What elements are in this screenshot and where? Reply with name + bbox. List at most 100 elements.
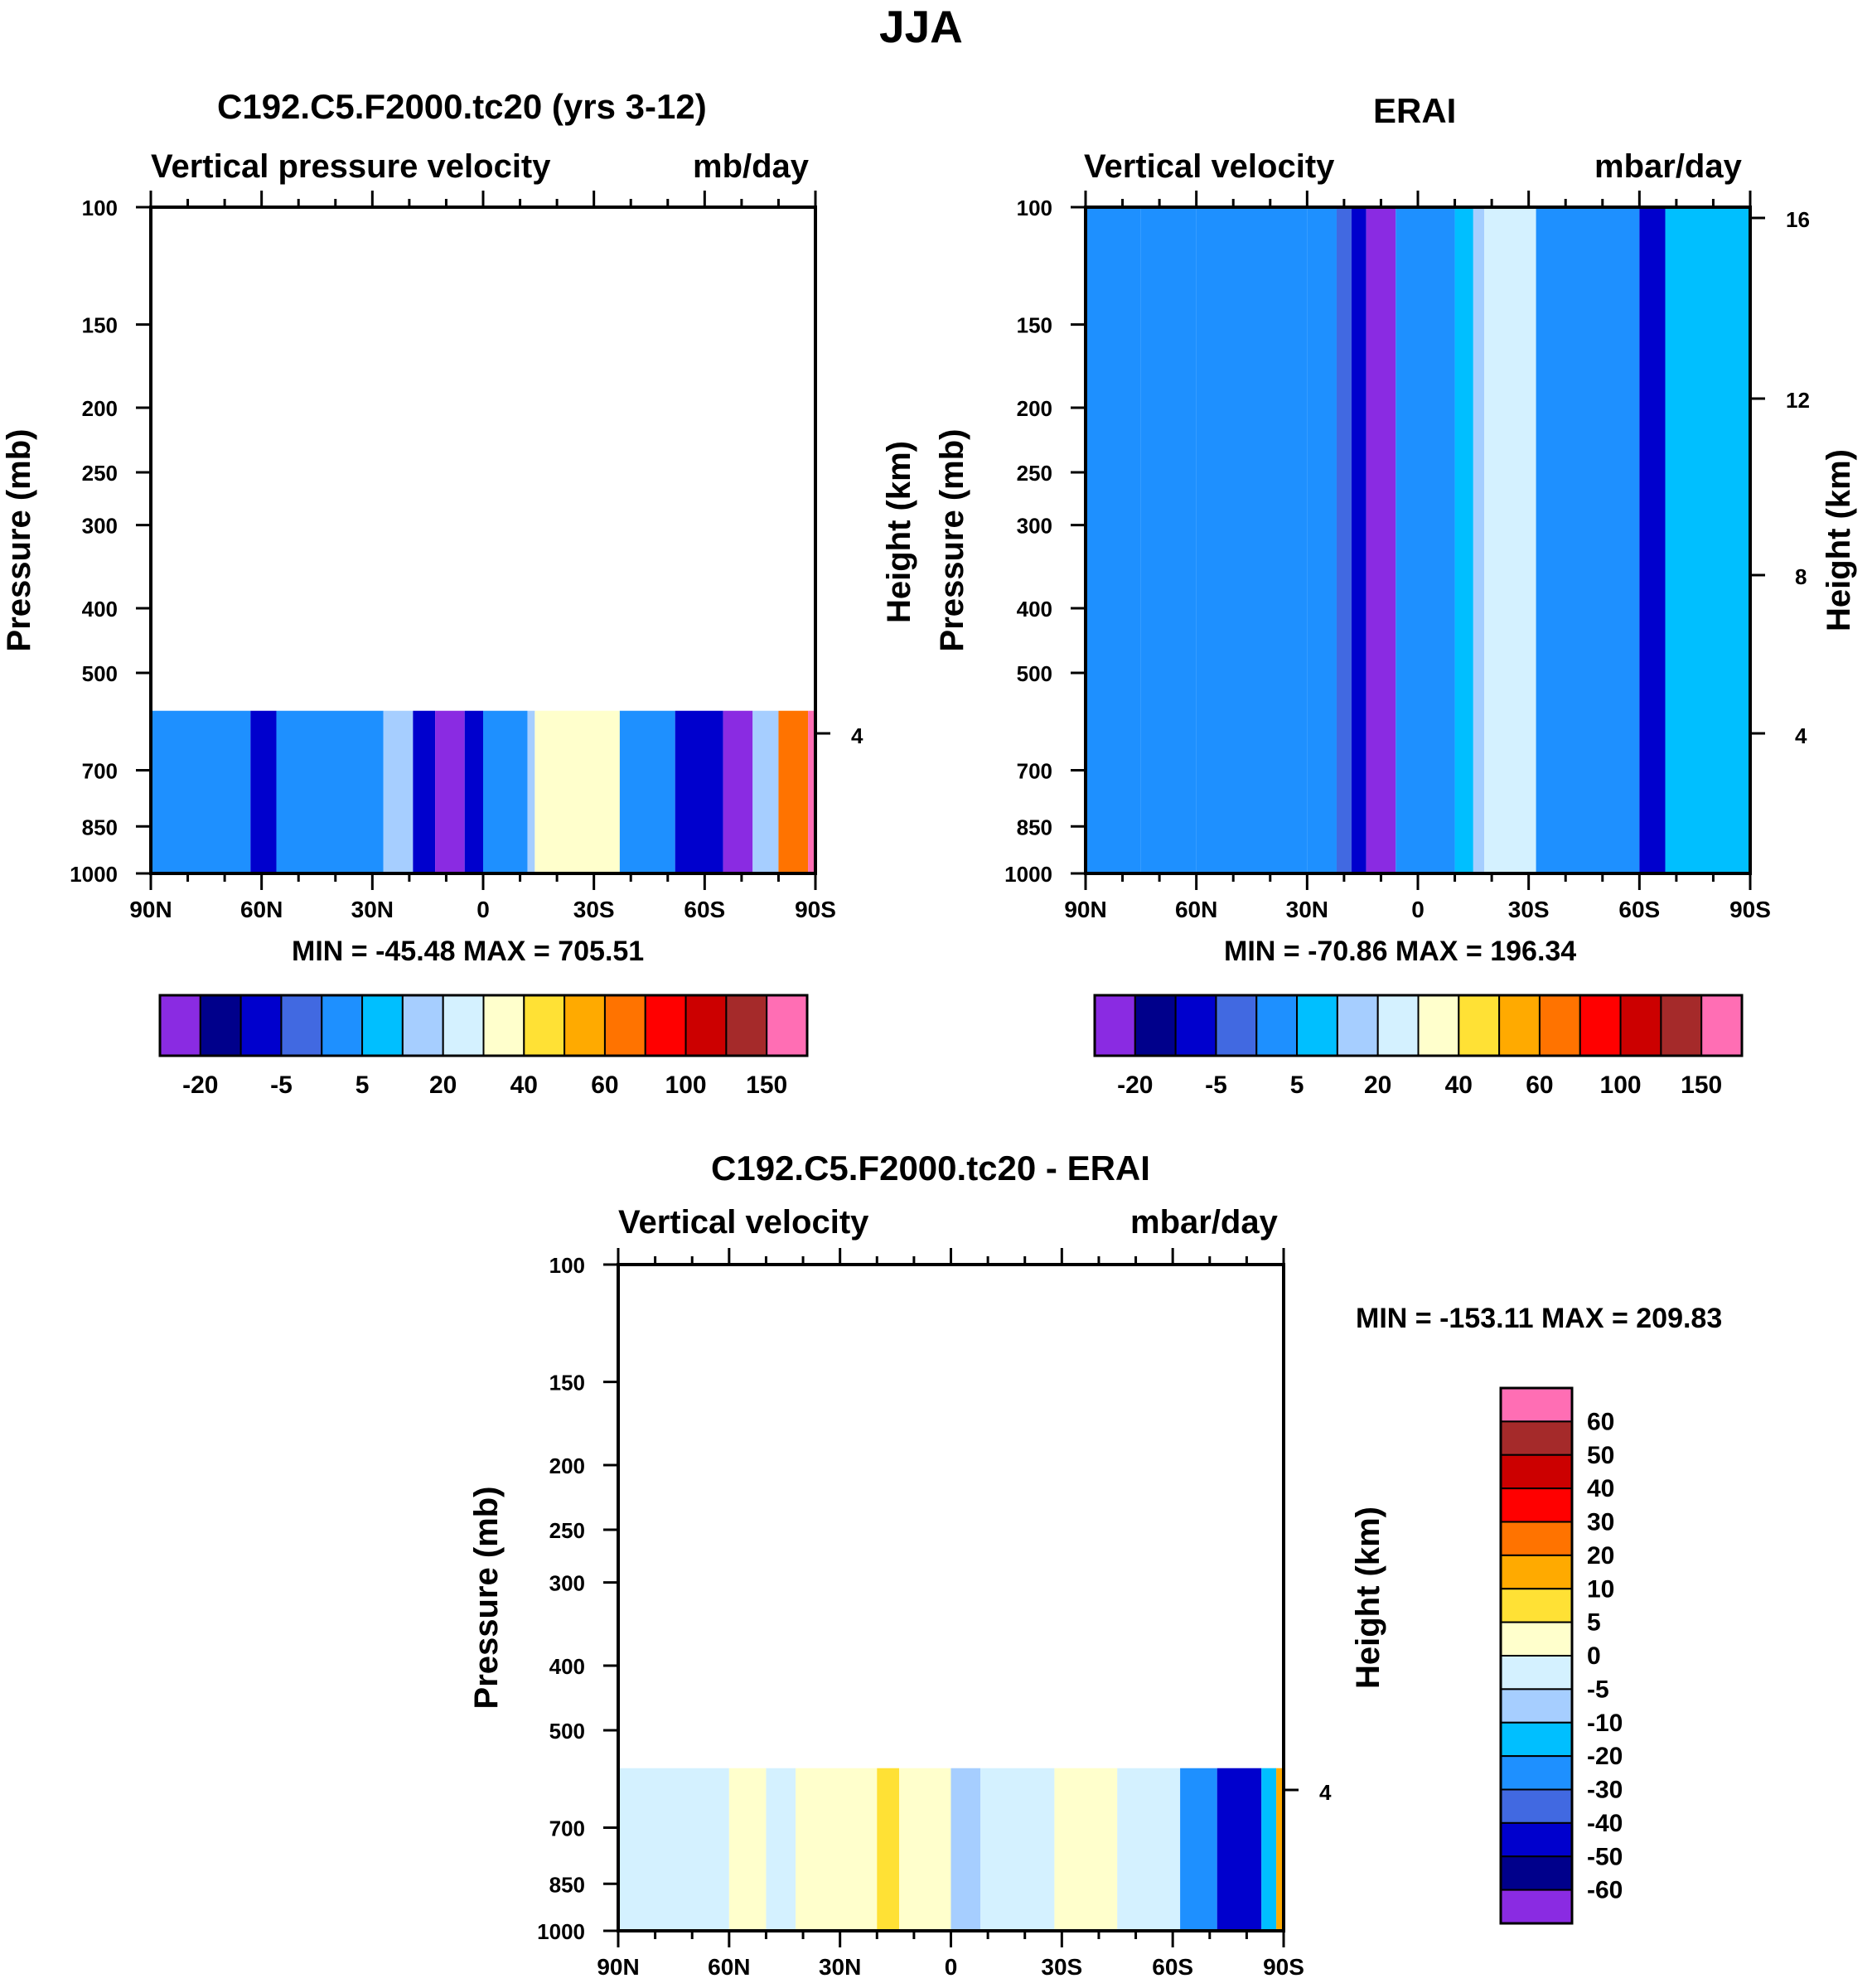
contour-fill-band [1396,207,1418,873]
contour-fill-band [151,710,251,873]
y-tick-label: 300 [1017,514,1052,539]
y-tick-label: 100 [82,196,118,220]
x-tick-label: 90N [129,897,172,922]
colorbar-label: 40 [1445,1071,1473,1099]
contour-fill-band [1418,207,1455,873]
colorbar-label: 100 [665,1071,707,1099]
x-tick-label: 0 [1411,897,1425,922]
colorbar-label: 5 [1290,1071,1304,1099]
colorbar-swatch [1376,994,1420,1057]
contour-fill-band [796,1768,878,1931]
colorbar-swatch [159,994,201,1057]
y-tick-label: 200 [1017,396,1052,421]
contour-fill-band [483,710,528,873]
colorbar-swatch [199,994,242,1057]
panel-model-title: C192.C5.F2000.tc20 (yrs 3-12) [217,87,707,126]
colorbar-swatch [401,994,444,1057]
y-tick-label: 150 [82,313,118,338]
colorbar-label: 50 [1587,1442,1614,1469]
y-tick-label: 400 [1017,597,1052,622]
panel-erai-height-axis: 16 12 8 4 [1750,207,1810,748]
y-tick-label: 700 [1017,758,1052,783]
panel-erai-ylabel: Pressure (mb) [934,429,970,652]
colorbar-frame [1499,1386,1574,1925]
colorbar-label: 150 [746,1071,787,1099]
contour-fill-band [413,710,436,873]
contour-fill-band [250,710,277,873]
colorbar-label: 5 [356,1071,370,1099]
colorbar-label: 30 [1587,1509,1614,1536]
y-tick-label: 700 [549,1816,585,1840]
panel-erai-height-tick-label: 4 [1795,723,1807,748]
colorbar-frame [1093,994,1744,1057]
colorbar-label: 100 [1600,1071,1642,1099]
contour-fill-band [464,710,483,873]
contour-fill-band [535,710,620,873]
contour-fill-band [1307,207,1337,873]
colorbar-label: 40 [1587,1475,1614,1502]
contour-fill-band [1351,207,1367,873]
colorbar-frame [158,994,809,1057]
y-tick-label: 1000 [1004,862,1052,887]
colorbar-swatch [442,994,485,1057]
y-tick-label: 500 [82,661,118,686]
colorbar-label: 60 [591,1071,618,1099]
colorbar-swatch [1134,994,1177,1057]
colorbar-swatch [1500,1855,1573,1891]
contour-fill-band [778,710,809,873]
contour-fill-band [1454,207,1473,873]
colorbar-label: -5 [1587,1676,1609,1703]
y-tick-label: 100 [1017,196,1052,220]
y-tick-label: 400 [549,1654,585,1679]
colorbar-swatch [725,994,768,1057]
contour-fill-band [1665,207,1750,873]
panel-erai-ylabel-height: Height (km) [881,441,917,623]
colorbar-label: -60 [1587,1877,1623,1904]
y-tick-label: 100 [549,1253,585,1278]
x-tick-label: 60S [1618,897,1660,922]
panel-erai-stats: MIN = -70.86 MAX = 196.34 [1224,936,1577,967]
x-tick-label: 60S [684,897,725,922]
colorbar-swatch [1660,994,1703,1057]
colorbar-swatch [523,994,566,1057]
x-tick-label: 60N [1175,897,1217,922]
y-tick-label: 300 [549,1571,585,1596]
colorbar-swatch [1094,994,1136,1057]
contour-fill-band [383,710,414,873]
y-tick-label: 300 [82,514,118,539]
panel-diff-ylabel: Pressure (mb) [468,1487,505,1710]
panel-model-stats: MIN = -45.48 MAX = 705.51 [292,936,645,967]
contour-fill-band [618,1768,729,1931]
colorbar-label: -40 [1587,1810,1623,1837]
panel-model-plot: 100 150 200 250 300 400 500 700 850 1000 90N 60N 30N… [70,191,836,922]
contour-fill-band [619,710,675,873]
contour-fill-band [808,710,815,873]
colorbar-swatch [1458,994,1501,1057]
contour-fill-band [1261,1768,1277,1931]
y-tick-label: 150 [1017,313,1052,338]
x-tick-label: 90N [597,1954,639,1980]
colorbar-swatch [1500,1889,1573,1924]
contour-fill-band [1217,1768,1262,1931]
contour-fill-band [1484,207,1536,873]
x-tick-label: 30S [1508,897,1550,922]
contour-fill-band [728,1768,767,1931]
colorbar-label: 20 [1587,1542,1614,1570]
colorbar-label: 10 [1587,1575,1614,1603]
panel-model-colorbar: -20 -5 5 20 40 60 100 150 [158,994,809,1099]
colorbar-swatch [1215,994,1258,1057]
colorbar-label: 0 [1587,1642,1601,1670]
panel-model-ylabel: Pressure (mb) [1,429,37,652]
y-tick-label: 150 [549,1371,585,1395]
colorbar-label: -10 [1587,1710,1623,1737]
colorbar-swatch [1619,994,1662,1057]
contour-fill-band [675,710,723,873]
colorbar-swatch [1296,994,1338,1057]
colorbar-swatch [1500,1420,1573,1456]
colorbar-label: 60 [1587,1408,1614,1435]
colorbar-swatch [603,994,646,1057]
x-tick-label: 0 [945,1954,958,1980]
colorbar-label: -30 [1587,1777,1623,1804]
x-tick-label: 30N [819,1954,861,1980]
